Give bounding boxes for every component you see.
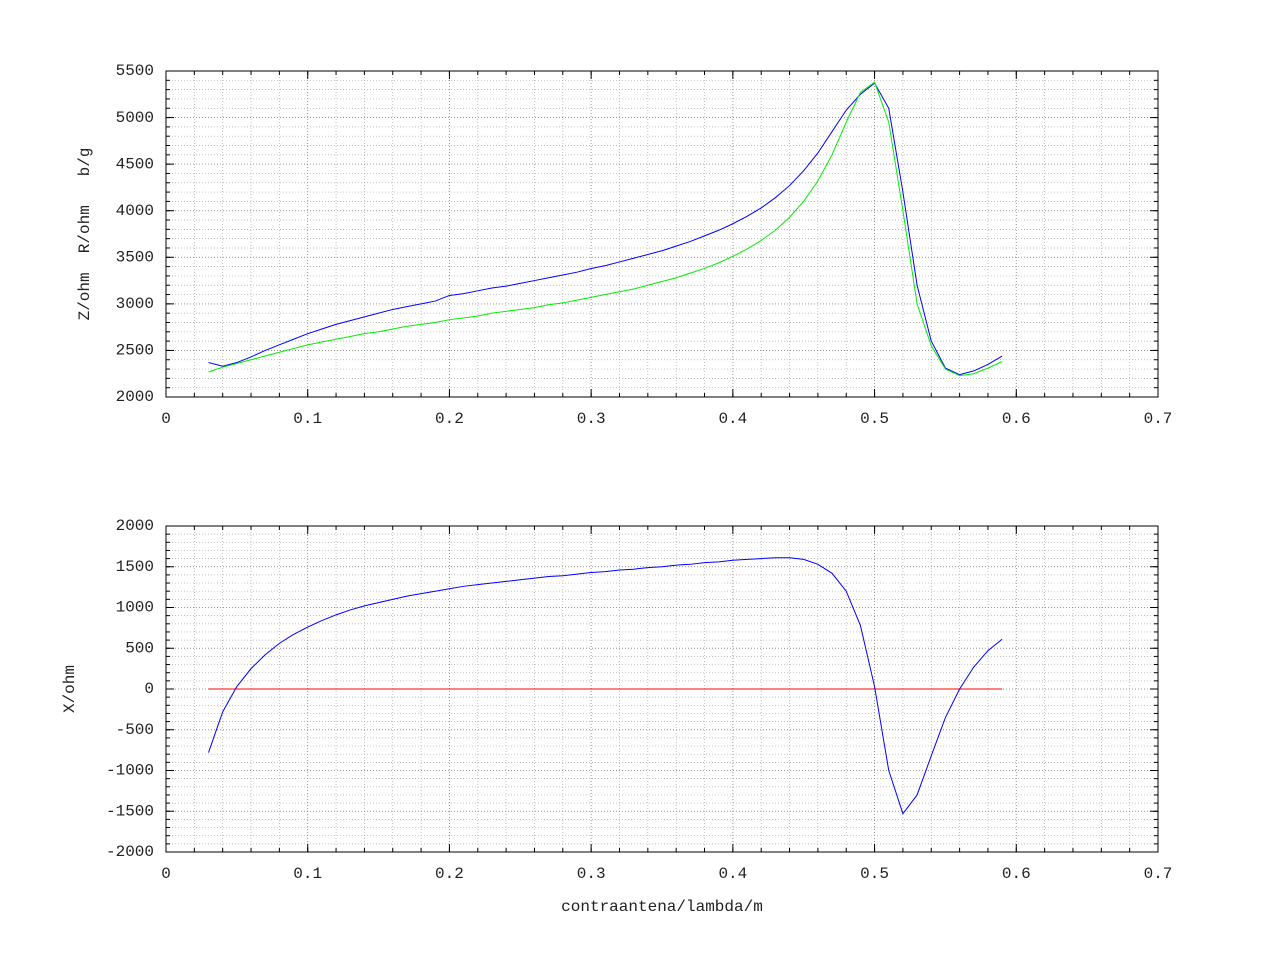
y-tick-label: 5500	[116, 62, 154, 80]
plot-frame	[165, 525, 1159, 853]
y-tick-label: 2500	[116, 342, 154, 360]
y-tick-label: 4000	[116, 202, 154, 220]
y-tick-label: 3500	[116, 249, 154, 267]
y-tick-label: 1000	[116, 599, 154, 617]
x-tick-label: 0.4	[718, 410, 747, 428]
data-line	[208, 81, 1003, 377]
data-line	[208, 557, 1003, 815]
y-tick-label: -1000	[106, 762, 154, 780]
y-tick-label: 0	[144, 680, 154, 698]
y-tick-label: 3000	[116, 295, 154, 313]
y-tick-label: 2000	[116, 388, 154, 406]
y-tick-label: -2000	[106, 843, 154, 861]
y-tick-label: 4500	[116, 155, 154, 173]
y-tick-label: 5000	[116, 109, 154, 127]
x-tick-label: 0.1	[293, 410, 322, 428]
y-axis-label: Z/ohm R/ohm b/g	[76, 148, 94, 321]
plot-frame	[165, 70, 1159, 398]
x-tick-label: 0.2	[435, 410, 464, 428]
y-tick-label: 2000	[116, 517, 154, 535]
y-tick-label: 500	[125, 639, 154, 657]
x-tick-label: 0.7	[1144, 865, 1173, 883]
x-tick-label: 0.6	[1002, 410, 1031, 428]
x-tick-label: 0.2	[435, 865, 464, 883]
x-tick-label: 0.5	[860, 865, 889, 883]
x-tick-label: 0.4	[718, 865, 747, 883]
x-tick-label: 0	[161, 865, 171, 883]
y-axis-label: X/ohm	[61, 665, 79, 713]
x-tick-label: 0.7	[1144, 410, 1173, 428]
y-tick-label: 1500	[116, 558, 154, 576]
x-tick-label: 0.1	[293, 865, 322, 883]
x-tick-label: 0.3	[577, 865, 606, 883]
data-line	[208, 82, 1003, 376]
x-tick-label: 0.6	[1002, 865, 1031, 883]
x-tick-label: 0.5	[860, 410, 889, 428]
x-tick-label: 0.3	[577, 410, 606, 428]
y-tick-label: -1500	[106, 802, 154, 820]
y-tick-label: -500	[116, 721, 154, 739]
x-tick-label: 0	[161, 410, 171, 428]
x-axis-label: contraantena/lambda/m	[561, 898, 763, 916]
